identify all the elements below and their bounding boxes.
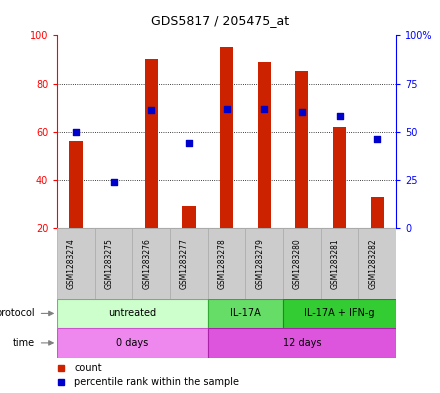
Text: GSM1283274: GSM1283274 — [67, 238, 76, 289]
Point — [148, 107, 155, 114]
Bar — [95, 228, 132, 299]
Text: GSM1283281: GSM1283281 — [330, 238, 340, 288]
Text: 12 days: 12 days — [282, 338, 321, 348]
Bar — [208, 328, 396, 358]
Text: GSM1283280: GSM1283280 — [293, 238, 302, 289]
Point — [374, 136, 381, 143]
Text: GSM1283279: GSM1283279 — [255, 238, 264, 289]
Bar — [208, 228, 246, 299]
Bar — [57, 299, 208, 328]
Bar — [283, 299, 396, 328]
Bar — [208, 299, 283, 328]
Bar — [145, 59, 158, 228]
Text: percentile rank within the sample: percentile rank within the sample — [74, 377, 239, 387]
Point — [261, 105, 268, 112]
Bar — [57, 328, 208, 358]
Point — [185, 140, 192, 146]
Text: GSM1283278: GSM1283278 — [218, 238, 227, 289]
Bar — [170, 228, 208, 299]
Bar — [246, 228, 283, 299]
Bar — [182, 206, 195, 228]
Point — [298, 109, 305, 116]
Text: IL-17A: IL-17A — [230, 309, 261, 318]
Bar — [70, 141, 83, 228]
Text: GSM1283276: GSM1283276 — [142, 238, 151, 289]
Point — [110, 178, 117, 185]
Text: count: count — [74, 364, 102, 373]
Text: GSM1283275: GSM1283275 — [105, 238, 114, 289]
Text: 0 days: 0 days — [116, 338, 149, 348]
Text: untreated: untreated — [108, 309, 157, 318]
Bar — [258, 62, 271, 228]
Text: GSM1283282: GSM1283282 — [368, 238, 377, 288]
Bar — [295, 72, 308, 228]
Bar — [333, 127, 346, 228]
Point — [73, 129, 80, 135]
Text: time: time — [13, 338, 35, 348]
Bar — [132, 228, 170, 299]
Text: GDS5817 / 205475_at: GDS5817 / 205475_at — [151, 14, 289, 27]
Bar — [321, 228, 358, 299]
Point — [223, 105, 230, 112]
Bar — [220, 48, 233, 228]
Text: protocol: protocol — [0, 309, 35, 318]
Text: IL-17A + IFN-g: IL-17A + IFN-g — [304, 309, 375, 318]
Bar — [283, 228, 321, 299]
Point — [336, 113, 343, 119]
Text: GSM1283277: GSM1283277 — [180, 238, 189, 289]
Bar — [358, 228, 396, 299]
Bar — [370, 196, 384, 228]
Bar — [57, 228, 95, 299]
